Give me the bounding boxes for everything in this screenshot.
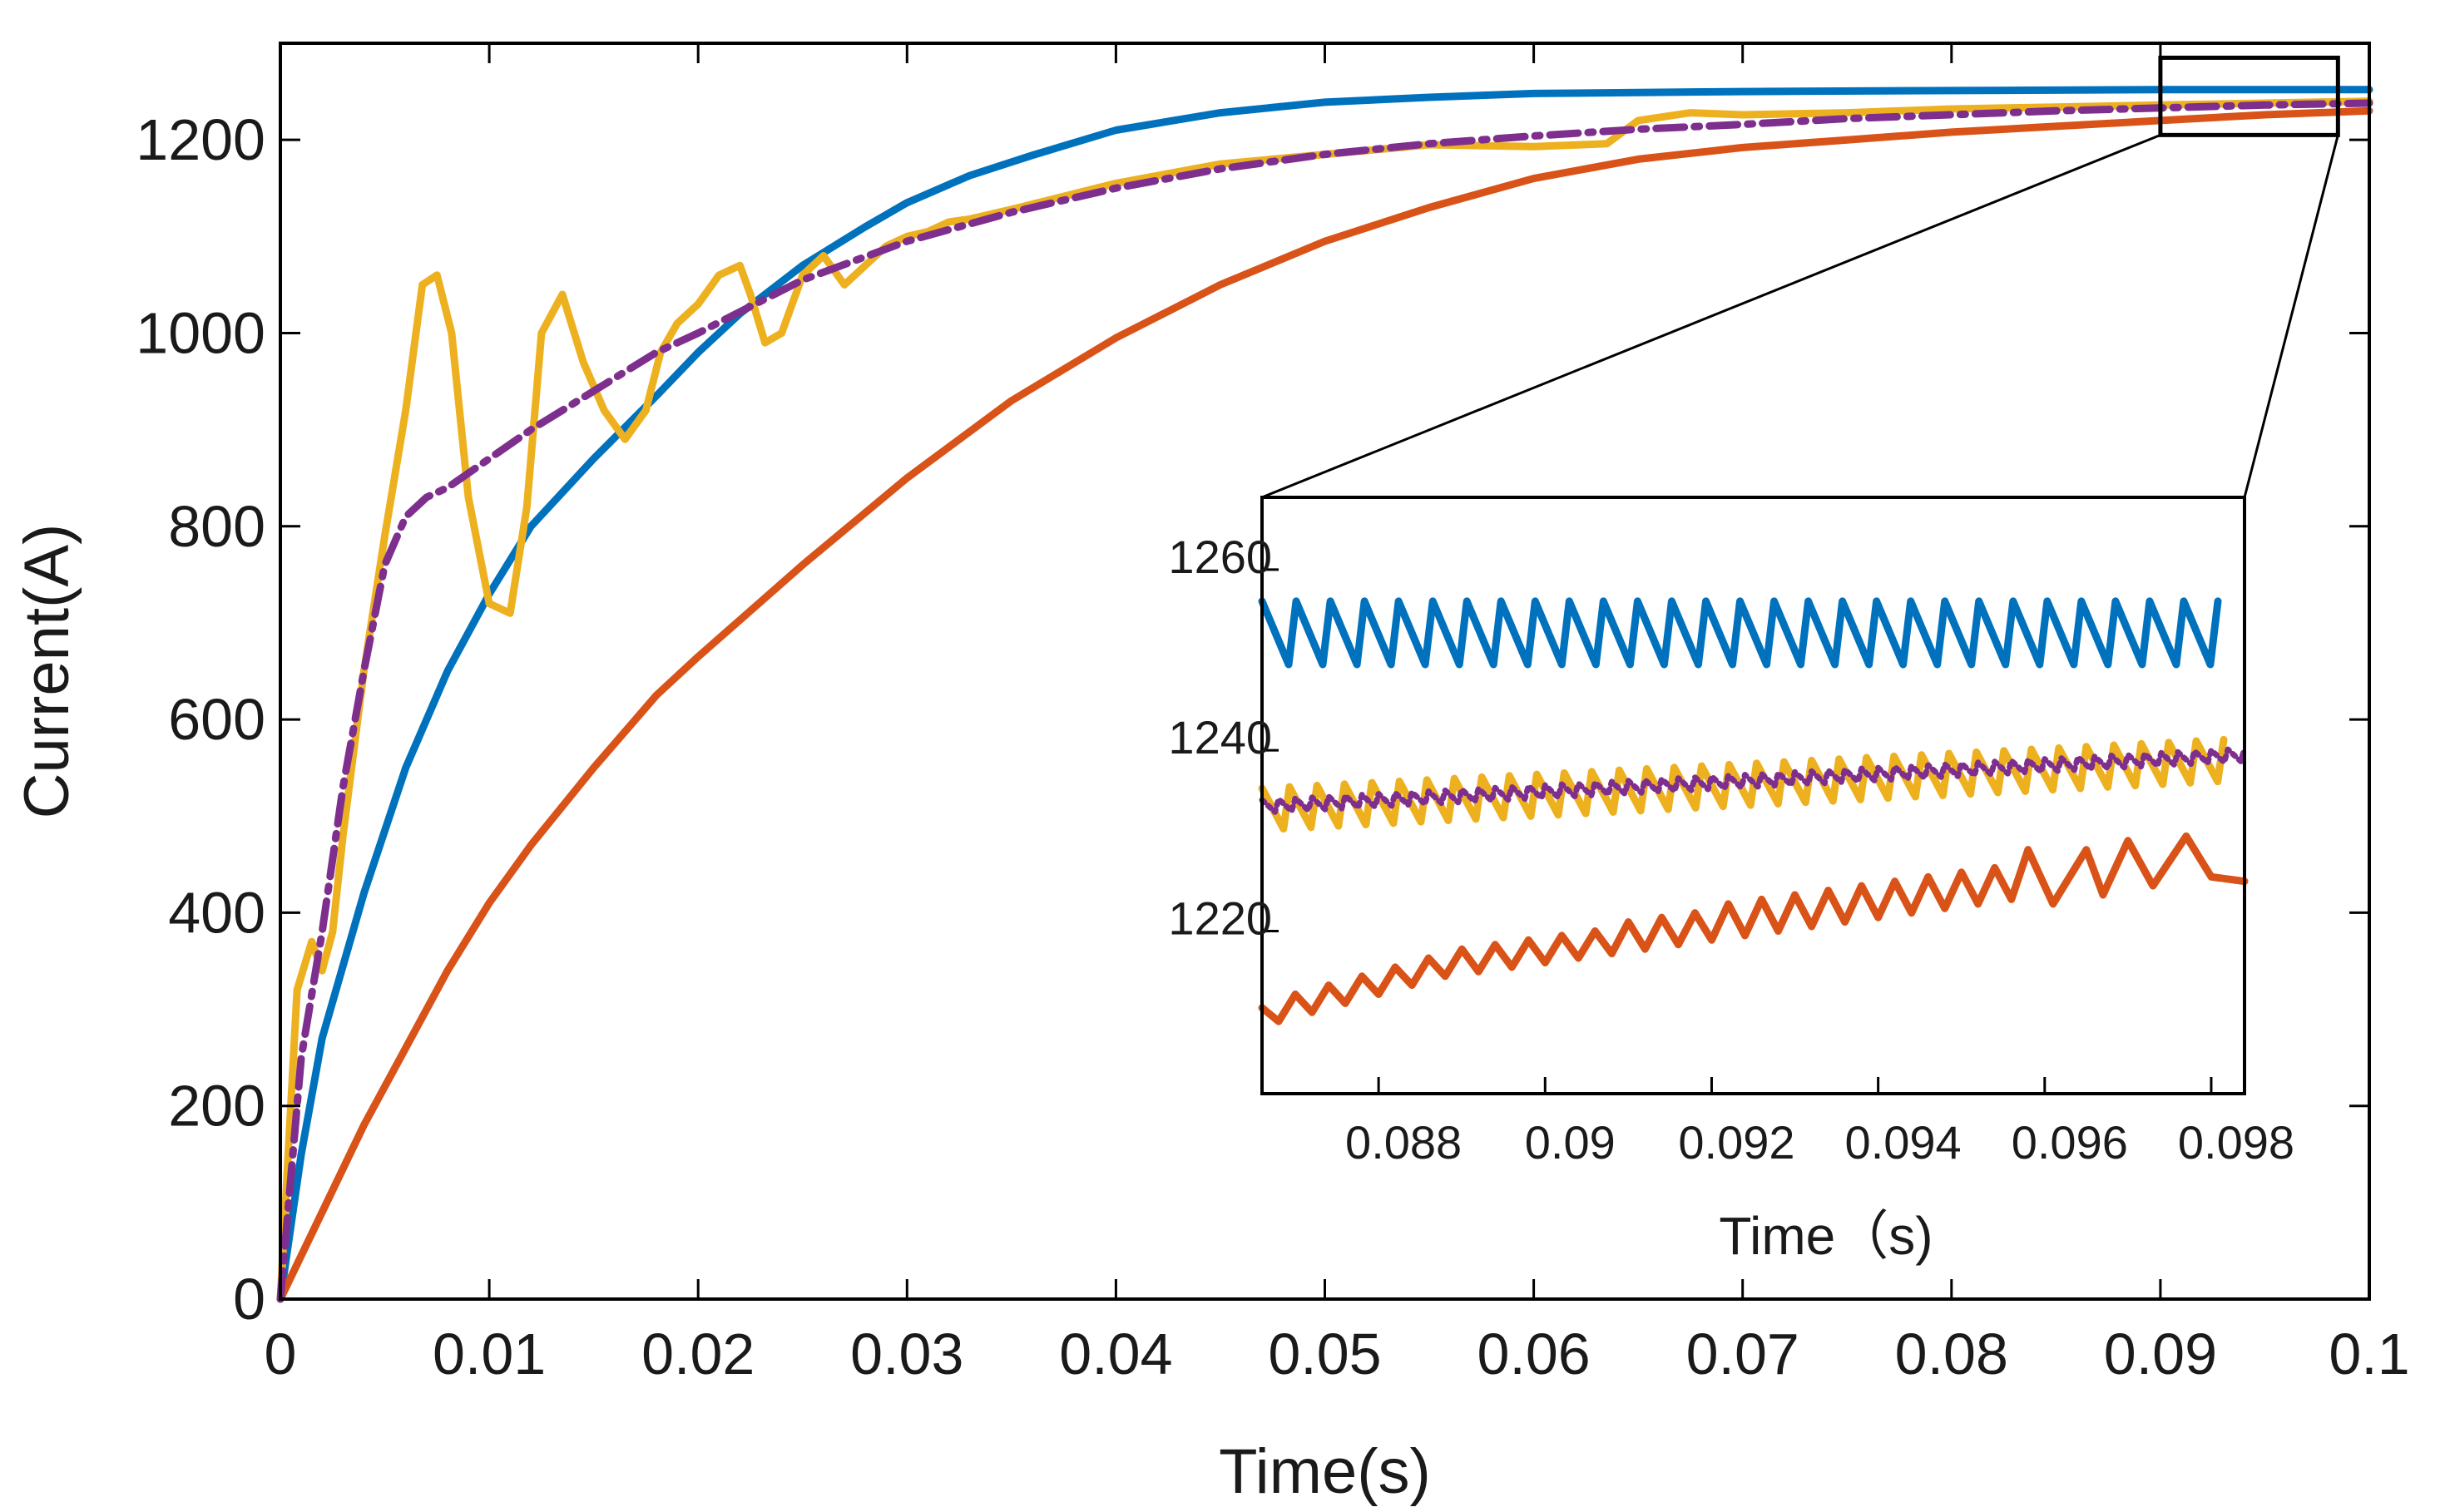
inset-plot-frame	[1260, 496, 2246, 1095]
main-x-tick-labels: 0 0.01 0.02 0.03 0.04 0.05 0.06 0.07 0.08 0.09 0.1	[265, 1322, 2410, 1386]
main-x-tick-label: 0.1	[2329, 1322, 2409, 1386]
main-series-blue	[276, 86, 2373, 1303]
main-series-group	[276, 86, 2373, 1303]
main-y-tick-label: 600	[168, 687, 265, 752]
main-x-tick-label: 0.02	[641, 1322, 755, 1386]
main-x-tick-label: 0.06	[1477, 1322, 1590, 1386]
inset-tick-marks	[1262, 568, 2213, 1094]
main-y-tick-label: 200	[168, 1074, 265, 1139]
main-y-tick-label: 1200	[136, 107, 265, 172]
zoom-indicator	[1261, 55, 2340, 499]
inset-series-group	[1258, 597, 2249, 1025]
main-x-tick-label: 0.05	[1268, 1322, 1381, 1386]
inset-x-tick-label: 0.094	[1845, 1116, 1962, 1169]
main-x-tick-label: 0.08	[1895, 1322, 2008, 1386]
zoom-box	[2158, 55, 2340, 137]
main-plot: 0 0.01 0.02 0.03 0.04 0.05 0.06 0.07 0.08 0.09 0.1…	[12, 42, 2410, 1507]
inset-y-tick-label: 1240	[1168, 711, 1272, 763]
zoom-connector-line-left	[1261, 133, 2161, 499]
inset-x-tick-label: 0.09	[1525, 1116, 1616, 1169]
zoom-connector-line-right	[2243, 134, 2339, 498]
main-x-tick-label: 0.04	[1059, 1322, 1172, 1386]
x-axis-title: Time(s)	[1219, 1436, 1431, 1507]
main-y-tick-labels: 0 200 400 600 800 1000 1200	[136, 107, 265, 1332]
inset-series-purple	[1259, 745, 2248, 815]
main-y-tick-label: 800	[168, 494, 265, 559]
inset-x-tick-label: 0.092	[1678, 1116, 1794, 1169]
main-x-tick-label: 0.01	[433, 1322, 546, 1386]
main-y-tick-label: 0	[233, 1267, 265, 1332]
main-x-tick-label: 0.09	[2104, 1322, 2217, 1386]
y-axis-title: Current(A)	[12, 524, 82, 819]
inset-y-tick-label: 1260	[1168, 531, 1272, 583]
inset-series-blue	[1258, 597, 2222, 669]
main-series-yellow	[276, 97, 2373, 1303]
main-x-tick-label: 0.07	[1686, 1322, 1799, 1386]
main-y-tick-label: 400	[168, 880, 265, 945]
inset-x-tick-label: 0.096	[2012, 1116, 2128, 1169]
inset-x-tick-label: 0.088	[1345, 1116, 1462, 1169]
inset-x-axis-title: Time（s)	[1719, 1206, 1933, 1266]
main-series-orange	[276, 106, 2373, 1303]
inset-x-tick-labels: 0.088 0.09 0.092 0.094 0.096 0.098	[1345, 1116, 2294, 1169]
inset-plot: 0.088 0.09 0.092 0.094 0.096 0.098 1220124012…	[1168, 496, 2294, 1266]
inset-series-orange	[1258, 832, 2249, 1025]
inset-x-tick-label: 0.098	[2178, 1116, 2294, 1169]
inset-y-tick-labels: 1220 1240 1260	[1168, 531, 1272, 945]
main-x-tick-label: 0.03	[850, 1322, 963, 1386]
main-tick-marks	[279, 43, 2371, 1301]
main-y-tick-label: 1000	[136, 300, 265, 365]
inset-y-tick-label: 1220	[1168, 892, 1272, 944]
main-series-purple	[276, 99, 2373, 1303]
main-x-tick-label: 0	[265, 1322, 297, 1386]
